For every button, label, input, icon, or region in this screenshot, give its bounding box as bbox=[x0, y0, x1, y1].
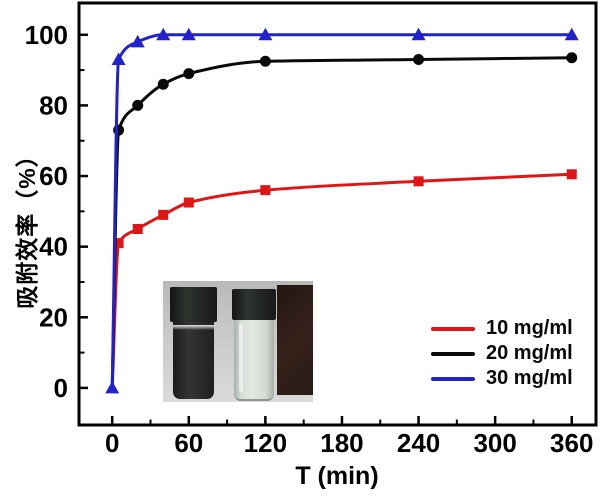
x-tick-label: 360 bbox=[550, 428, 593, 458]
vial-clear-solution bbox=[232, 289, 276, 401]
data-point-circle bbox=[259, 55, 271, 67]
x-tick-label: 300 bbox=[473, 428, 516, 458]
glass-highlight bbox=[239, 324, 243, 392]
data-point-square bbox=[113, 238, 124, 249]
legend-item-20mgml: 20 mg/ml bbox=[431, 341, 573, 366]
data-point-square bbox=[132, 224, 143, 235]
data-point-square bbox=[566, 169, 577, 180]
legend-label: 20 mg/ml bbox=[486, 342, 573, 364]
data-point-triangle bbox=[105, 380, 120, 394]
vial-body-dark bbox=[173, 322, 214, 399]
y-tick-label: 0 bbox=[54, 373, 68, 403]
vial-cap bbox=[232, 289, 276, 320]
vial-body-clear bbox=[234, 320, 274, 401]
data-point-square bbox=[260, 185, 271, 196]
x-tick-label: 240 bbox=[397, 428, 440, 458]
data-point-circle bbox=[157, 78, 169, 90]
x-tick-label: 120 bbox=[244, 428, 287, 458]
data-point-triangle bbox=[564, 27, 579, 41]
data-point-triangle bbox=[111, 52, 126, 66]
data-point-circle bbox=[413, 54, 425, 66]
data-point-square bbox=[413, 176, 424, 187]
y-tick-label: 100 bbox=[25, 20, 68, 50]
data-point-circle bbox=[183, 68, 195, 80]
data-point-circle bbox=[132, 99, 144, 111]
vial-cap bbox=[170, 287, 217, 322]
y-axis-label: 吸附效率（%） bbox=[14, 143, 40, 309]
y-tick-label: 40 bbox=[39, 232, 68, 262]
x-tick-label: 180 bbox=[320, 428, 363, 458]
legend-item-30mgml: 30 mg/ml bbox=[431, 366, 573, 391]
x-axis-label: T (min) bbox=[295, 462, 379, 490]
y-tick-label: 60 bbox=[39, 161, 68, 191]
liquid-meniscus bbox=[173, 325, 214, 330]
legend-label: 30 mg/ml bbox=[486, 367, 573, 389]
legend-line-red bbox=[431, 326, 475, 331]
legend: 10 mg/ml 20 mg/ml 30 mg/ml bbox=[431, 316, 573, 391]
data-point-circle bbox=[566, 52, 578, 64]
x-tick-label: 0 bbox=[105, 428, 119, 458]
data-point-circle bbox=[113, 124, 125, 136]
legend-line-black bbox=[431, 351, 475, 356]
legend-item-10mgml: 10 mg/ml bbox=[431, 316, 573, 341]
inset-photo bbox=[163, 281, 313, 402]
data-point-square bbox=[158, 209, 169, 220]
vial-dark-suspension bbox=[170, 287, 217, 399]
data-point-square bbox=[183, 197, 194, 208]
plot-frame bbox=[77, 1, 598, 427]
x-tick-label: 60 bbox=[174, 428, 203, 458]
data-point-triangle bbox=[258, 27, 273, 41]
magnet-block bbox=[277, 285, 313, 395]
data-point-triangle bbox=[411, 27, 426, 41]
data-point-triangle bbox=[181, 27, 196, 41]
y-tick-label: 80 bbox=[39, 90, 68, 120]
y-tick-label: 20 bbox=[39, 302, 68, 332]
legend-line-blue bbox=[431, 376, 475, 381]
legend-label: 10 mg/ml bbox=[486, 317, 573, 339]
data-point-triangle bbox=[130, 34, 145, 48]
data-point-triangle bbox=[156, 27, 171, 41]
